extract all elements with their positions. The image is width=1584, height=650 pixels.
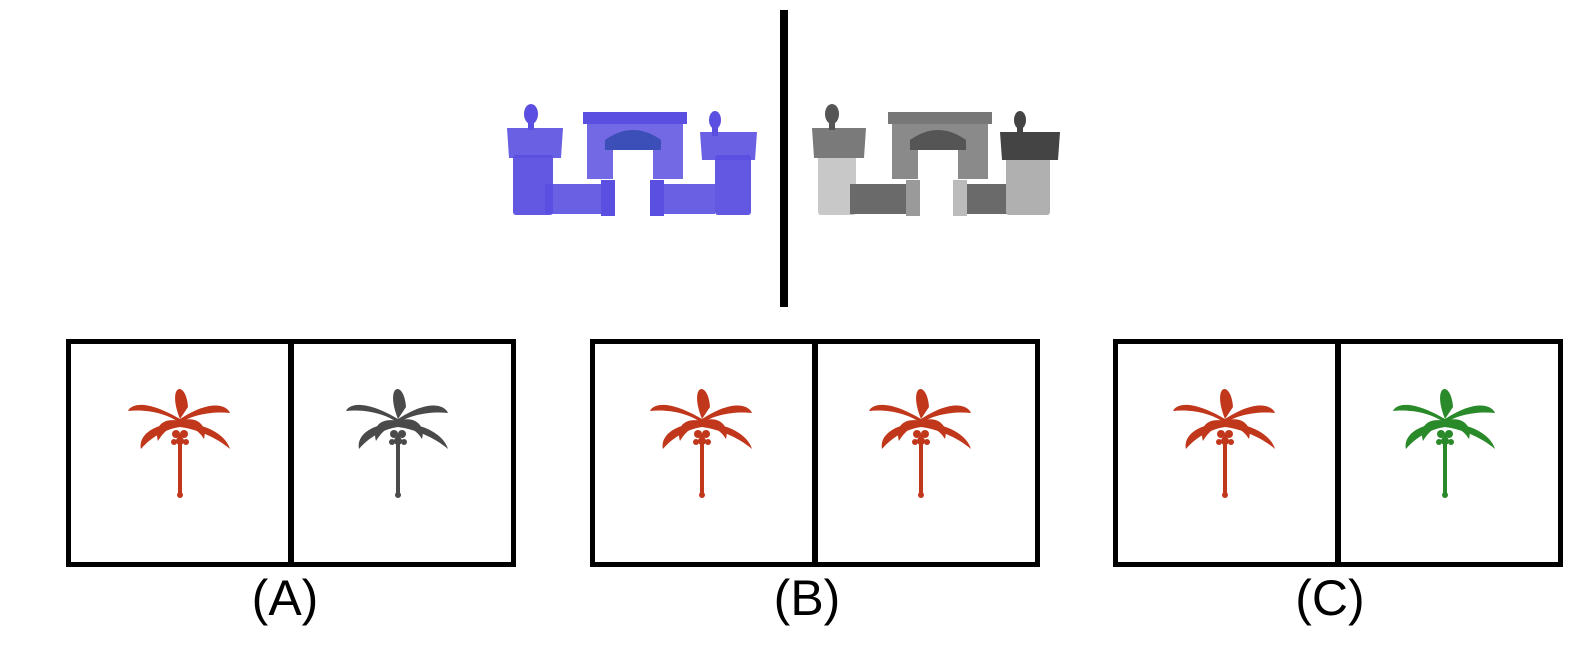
- palm-tree-icon: [346, 388, 448, 498]
- option-c-left-palm: [1171, 379, 1281, 499]
- option-b-panel[interactable]: [590, 339, 1040, 567]
- option-c-panel[interactable]: [1113, 339, 1563, 567]
- option-divider: [812, 344, 818, 562]
- option-a-right-palm: [344, 379, 454, 499]
- option-b-label[interactable]: (B): [773, 570, 841, 626]
- option-a-left-palm: [126, 379, 236, 499]
- palm-tree-icon: [869, 388, 971, 498]
- option-a-label[interactable]: (A): [251, 570, 319, 626]
- example-left-castle: [505, 100, 760, 225]
- option-c-label[interactable]: (C): [1295, 570, 1365, 626]
- palm-tree-icon: [1173, 388, 1275, 498]
- option-divider: [288, 344, 294, 562]
- option-b-right-palm: [867, 379, 977, 499]
- castle-icon: [507, 104, 757, 216]
- castle-icon: [812, 104, 1060, 216]
- example-divider: [780, 10, 788, 307]
- palm-tree-icon: [1393, 388, 1495, 498]
- example-right-castle: [808, 100, 1063, 225]
- option-b-left-palm: [648, 379, 758, 499]
- option-divider: [1335, 344, 1341, 562]
- palm-tree-icon: [650, 388, 752, 498]
- option-a-panel[interactable]: [66, 339, 516, 567]
- palm-tree-icon: [128, 388, 230, 498]
- option-c-right-palm: [1391, 379, 1501, 499]
